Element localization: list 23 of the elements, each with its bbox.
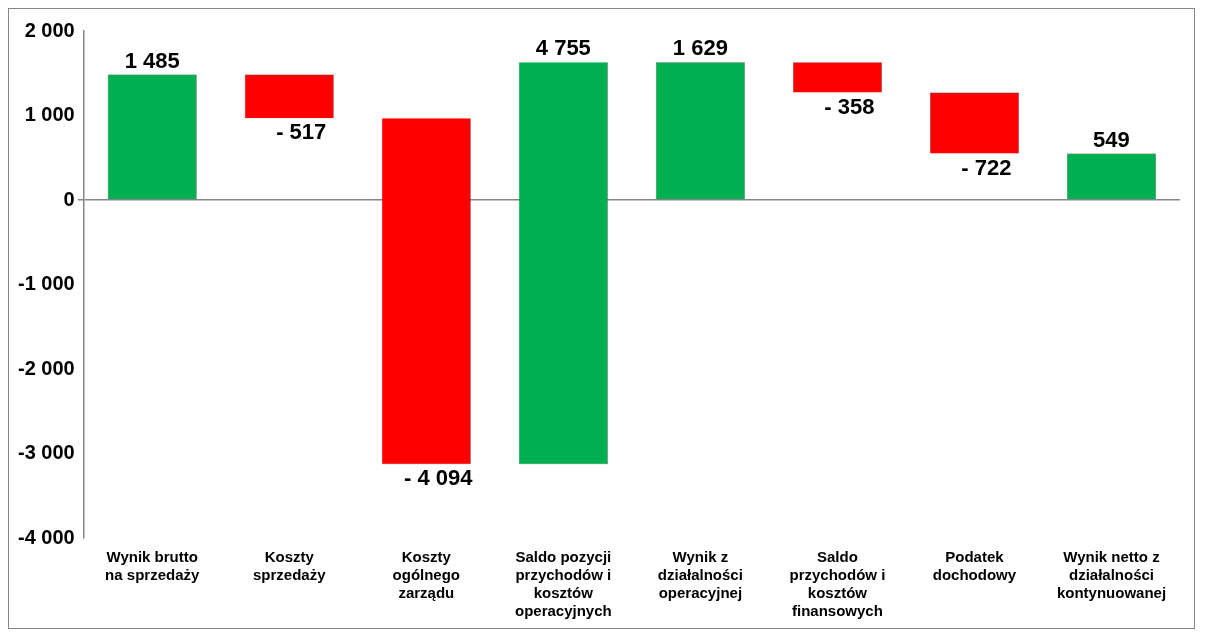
data-label: 1 485 — [124, 47, 180, 73]
x-tick-label: Koszty ogólnego zarządu — [392, 548, 461, 602]
y-tick-label: -3 000 — [17, 441, 75, 464]
x-tick-label: Wynik brutto na sprzedaży — [105, 548, 200, 584]
x-tick-label: Podatek dochodowy — [932, 548, 1017, 584]
data-label: - 4 094 — [404, 465, 474, 491]
data-label: - 722 — [961, 154, 1012, 180]
data-label: - 517 — [276, 119, 327, 145]
y-tick-label: 1 000 — [24, 103, 75, 126]
y-tick-label: 0 — [63, 187, 75, 210]
data-label: 549 — [1093, 126, 1130, 152]
data-label: - 358 — [824, 93, 875, 119]
y-tick-label: -2 000 — [17, 356, 75, 379]
y-tick-label: -4 000 — [17, 525, 75, 548]
data-label: 1 629 — [672, 35, 728, 61]
data-label: 4 755 — [535, 35, 591, 61]
x-tick-label: Saldo przychodów i kosztów finansowych — [789, 548, 886, 620]
y-tick-label: 2 000 — [24, 18, 75, 41]
x-tick-label: Saldo pozycji przychodów i kosztów operacyjnych — [514, 548, 612, 620]
x-tick-label: Wynik z działalności operacyjnej — [657, 548, 743, 602]
x-tick-label: Koszty sprzedaży — [252, 548, 327, 584]
y-tick-label: -1 000 — [17, 272, 75, 295]
x-tick-label: Wynik netto z działalności kontynuowanej — [1056, 548, 1167, 602]
